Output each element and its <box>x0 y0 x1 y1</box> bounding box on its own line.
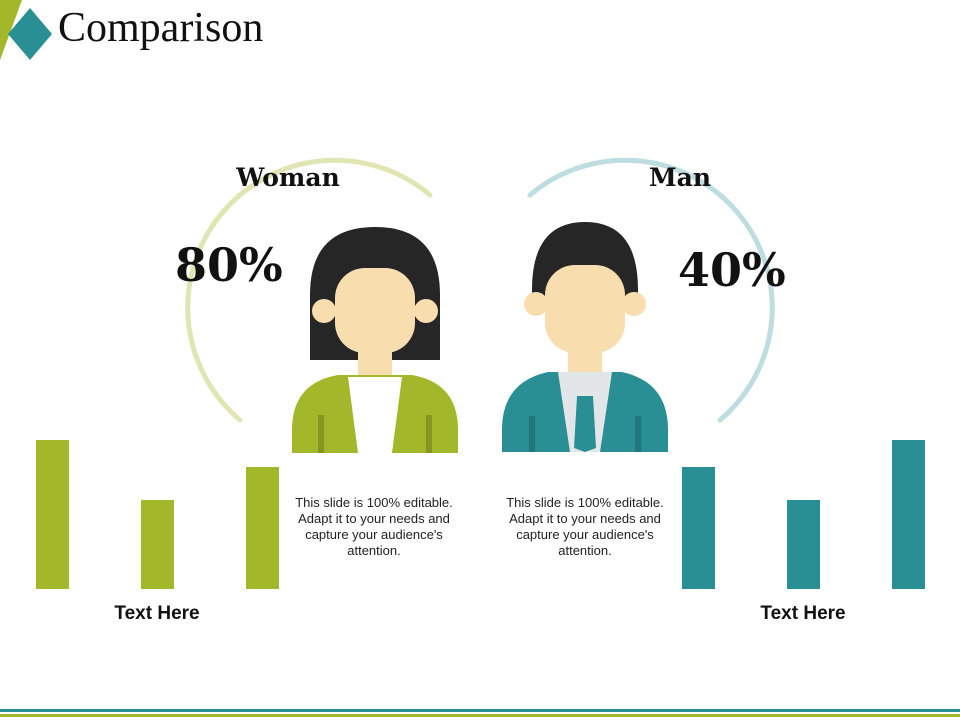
man-description: This slide is 100% editable. Adapt it to… <box>506 495 664 558</box>
man-arc <box>527 157 775 423</box>
woman-arc <box>185 157 433 423</box>
man-avatar-icon <box>502 222 668 452</box>
slide-title: Comparison <box>58 5 264 51</box>
man-label: Man <box>648 163 712 192</box>
bar-1 <box>682 467 715 589</box>
man-bar-chart <box>682 440 925 589</box>
bar-2 <box>787 500 820 589</box>
bar-2 <box>141 500 174 589</box>
footer-line-green <box>0 714 960 717</box>
title-diamond-logo <box>0 0 52 60</box>
man-percent: 40% <box>678 243 786 297</box>
woman-percent: 80% <box>175 238 283 292</box>
bar-3 <box>246 467 279 589</box>
woman-chart-caption: Text Here <box>114 603 200 624</box>
woman-label: Woman <box>236 163 340 192</box>
bar-1 <box>36 440 69 589</box>
man-chart-caption: Text Here <box>760 603 846 624</box>
woman-avatar-icon <box>292 227 458 453</box>
footer-line-teal <box>0 709 960 712</box>
bar-3 <box>892 440 925 589</box>
woman-description: This slide is 100% editable. Adapt it to… <box>295 495 453 558</box>
woman-bar-chart <box>36 440 279 589</box>
